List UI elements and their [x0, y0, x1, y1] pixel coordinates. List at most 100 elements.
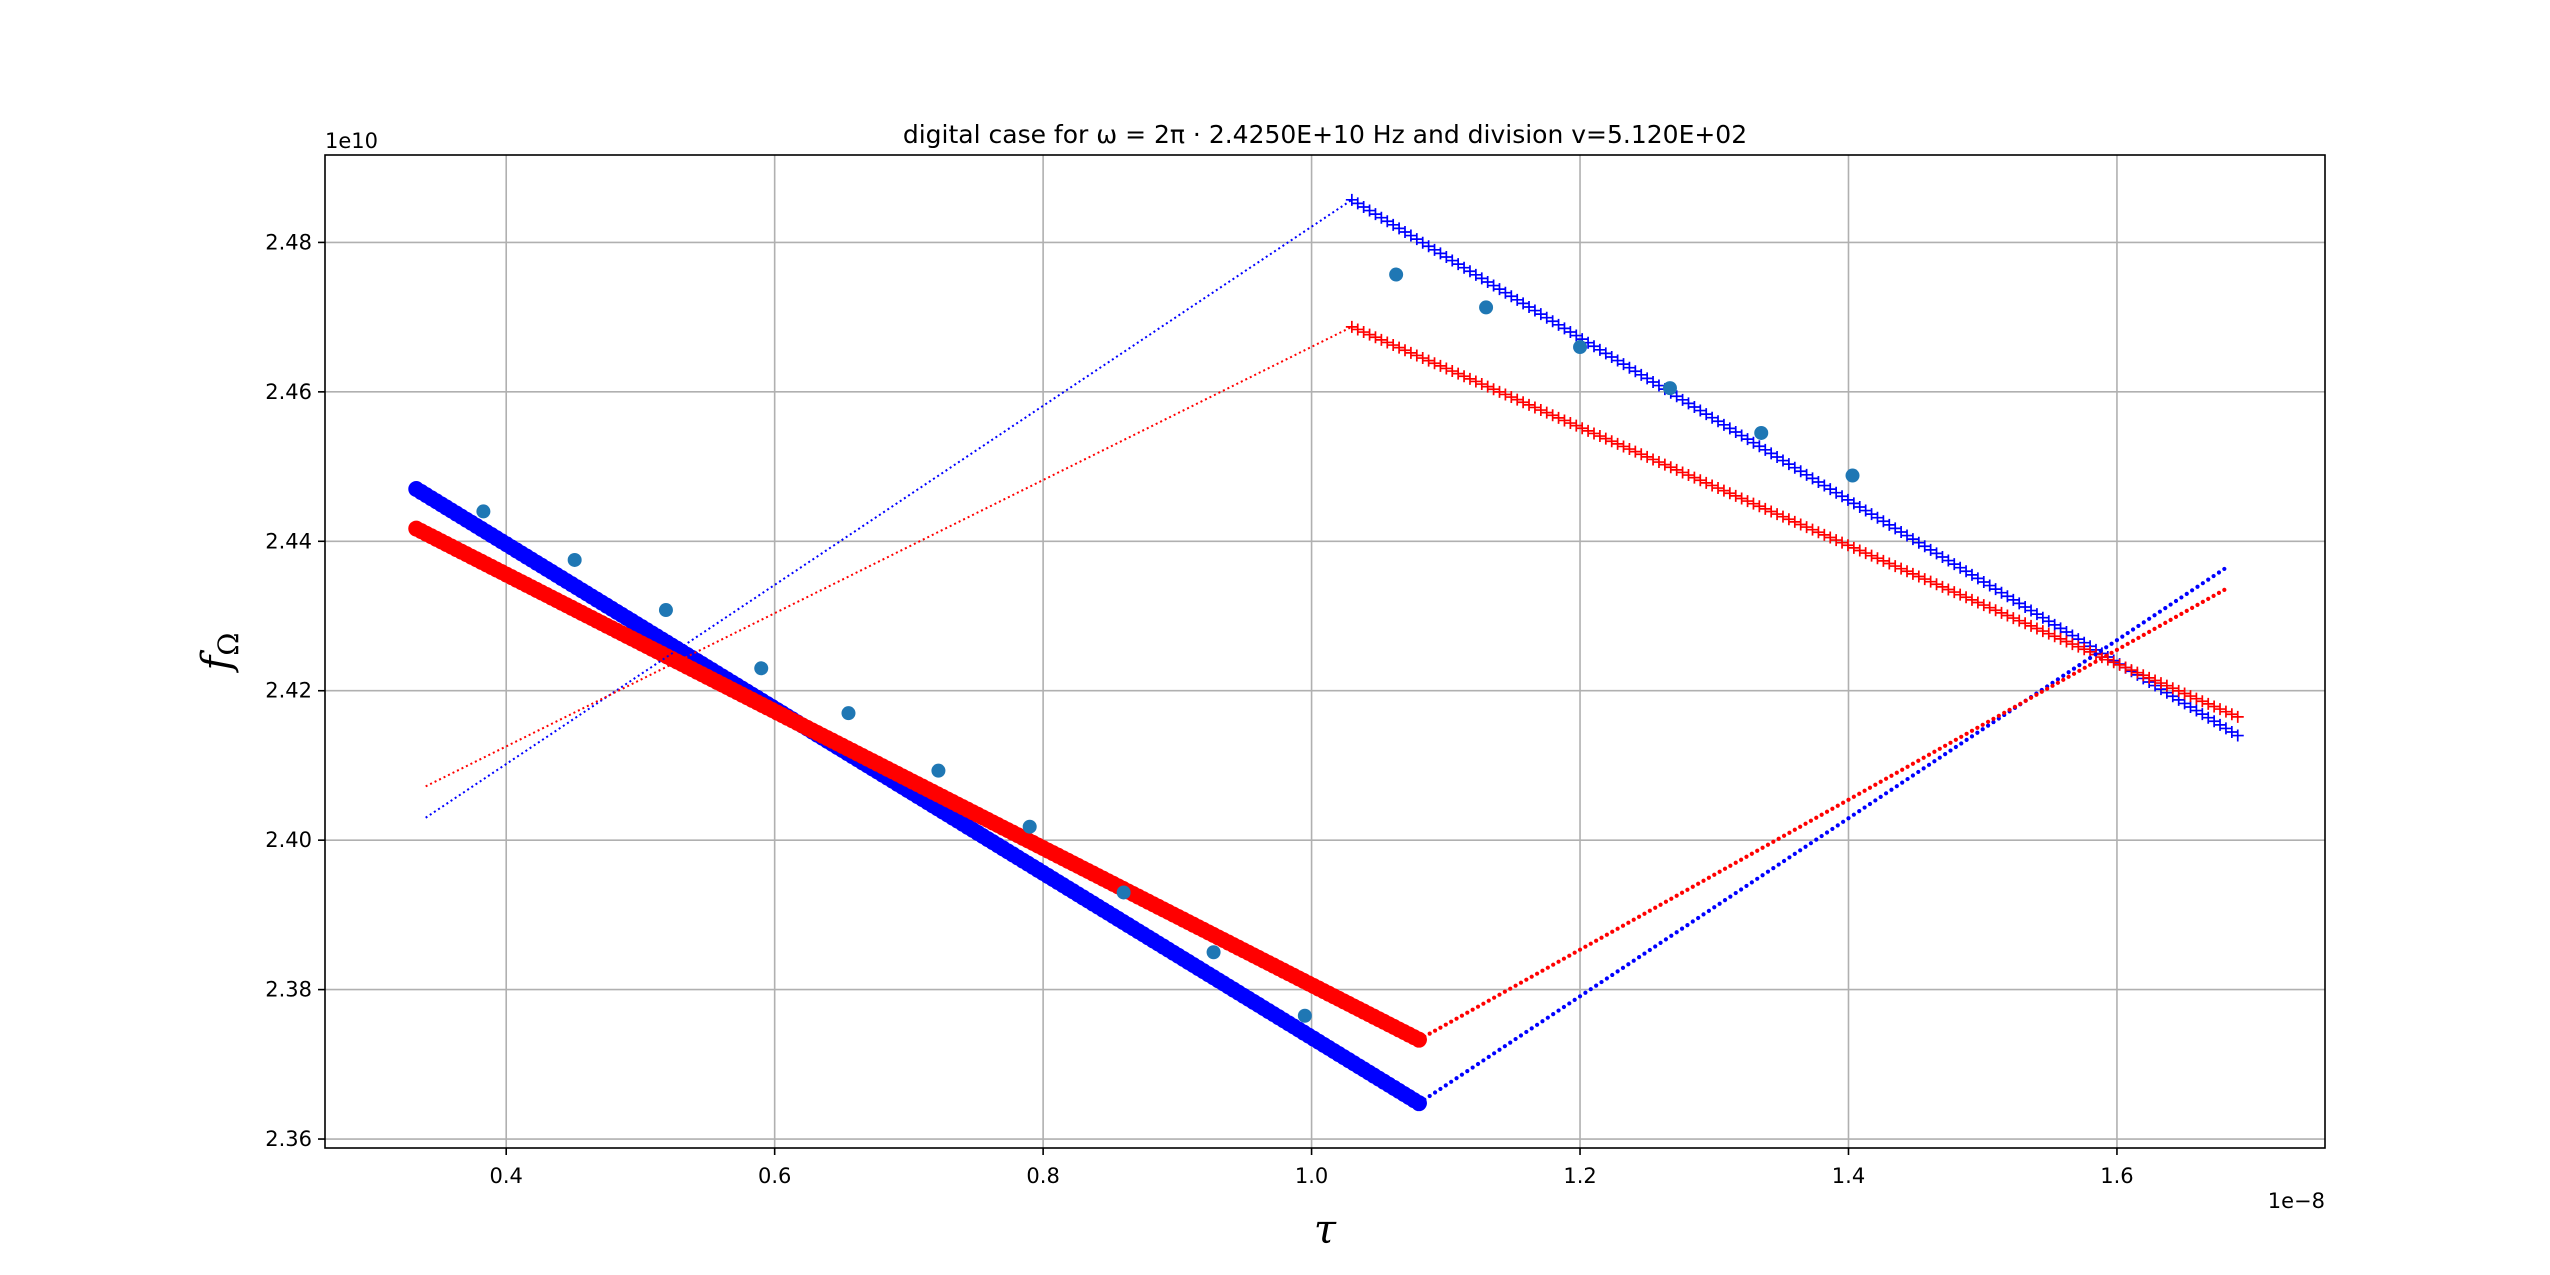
plus-marker [1499, 388, 1512, 401]
plus-marker [1930, 578, 1943, 591]
data-point [1910, 761, 1916, 766]
data-point [1642, 951, 1647, 956]
data-point [1841, 819, 1846, 824]
data-point [1481, 1001, 1486, 1006]
plus-marker [2042, 627, 2055, 640]
data-point [2125, 641, 2130, 646]
data-point [1819, 833, 1824, 839]
data-point [2002, 710, 2007, 715]
data-point [1432, 1090, 1438, 1095]
data-point [1561, 1004, 1567, 1010]
grid-lines [325, 155, 2325, 1148]
data-point [1610, 972, 1615, 978]
data-point [1862, 788, 1867, 793]
data-point [1824, 809, 1830, 814]
data-point [1443, 1022, 1448, 1027]
data-point [2120, 644, 2125, 649]
data-point [1717, 869, 1722, 874]
data-point [1481, 1058, 1486, 1063]
data-point [1953, 744, 1958, 750]
data-point [1674, 893, 1679, 898]
plus-marker [1422, 354, 1435, 367]
y-tick-label: 2.46 [265, 380, 312, 404]
data-point [2147, 629, 2152, 634]
plus-marker [1841, 539, 1854, 552]
data-point [1690, 919, 1695, 924]
plus-marker [1824, 531, 1837, 544]
data-point [1459, 1013, 1465, 1018]
plus-marker [1375, 333, 1388, 346]
plus-marker [1836, 536, 1849, 549]
plus-marker [1469, 375, 1482, 388]
y-tick-label: 2.42 [265, 679, 312, 703]
plus-marker [1505, 391, 1518, 404]
x-tick-label: 0.8 [1026, 1164, 1059, 1188]
data-point [1765, 869, 1771, 874]
data-point [2173, 614, 2179, 619]
data-point [1959, 734, 1964, 739]
data-point [2093, 652, 2098, 657]
data-point [1497, 992, 1502, 997]
data-point [1529, 1026, 1534, 1031]
plus-marker [1818, 528, 1831, 541]
plus-marker [2184, 690, 2197, 703]
data-point [1771, 866, 1776, 871]
plus-marker [1611, 437, 1624, 450]
data-point [1867, 785, 1873, 790]
data-point [1636, 914, 1642, 919]
data-point [2200, 581, 2205, 586]
y-tick-label: 2.44 [265, 529, 312, 553]
plus-marker [1712, 482, 1725, 495]
plus-marker [2119, 661, 2132, 674]
data-point [1980, 727, 1985, 732]
data-point [1647, 908, 1652, 913]
data-point [1969, 728, 1975, 733]
data-point [1663, 899, 1669, 904]
data-point [1985, 723, 1991, 728]
plus-marker [1788, 515, 1801, 528]
data-point [1932, 759, 1937, 764]
plus-marker [1700, 476, 1713, 489]
data-point [1781, 858, 1787, 864]
data-point [1728, 863, 1733, 868]
plus-marker [1493, 385, 1506, 398]
data-point [1486, 998, 1491, 1003]
data-point [2071, 671, 2077, 676]
plus-marker [1558, 414, 1571, 427]
plus-marker [2060, 635, 2073, 648]
plus-marker [1593, 430, 1606, 443]
plus-marker [1853, 544, 1866, 557]
plus-marker [1983, 601, 1996, 614]
plus-marker [1753, 500, 1766, 513]
data-point [1610, 929, 1615, 934]
plus-marker [2072, 640, 2085, 653]
data-point [1916, 758, 1921, 763]
plus-marker [1776, 510, 1789, 523]
plus-marker [1463, 372, 1476, 385]
data-point [1706, 875, 1711, 880]
y-tick-label: 2.36 [265, 1127, 312, 1151]
data-point [2125, 630, 2130, 636]
data-point [1545, 1015, 1550, 1020]
plus-marker [1629, 445, 1642, 458]
data-point [1733, 860, 1738, 865]
x-axis-label: τ [1314, 1207, 1337, 1253]
y-axis-label-subscript: Ω [212, 632, 245, 655]
data-point [1674, 930, 1679, 935]
data-point [2109, 641, 2114, 646]
measured-point [1297, 1008, 1312, 1023]
plus-marker [1617, 440, 1630, 453]
data-point [2077, 662, 2082, 668]
data-point [1653, 905, 1658, 910]
data-point [1798, 824, 1803, 829]
data-point [1991, 716, 1996, 721]
data-point [1701, 912, 1706, 917]
data-point [2222, 566, 2227, 572]
plus-marker [1847, 541, 1860, 554]
data-point [1636, 955, 1642, 960]
data-point [1937, 746, 1942, 751]
data-point [1475, 1061, 1481, 1067]
plus-marker [2196, 695, 2209, 708]
data-point [1765, 842, 1771, 847]
